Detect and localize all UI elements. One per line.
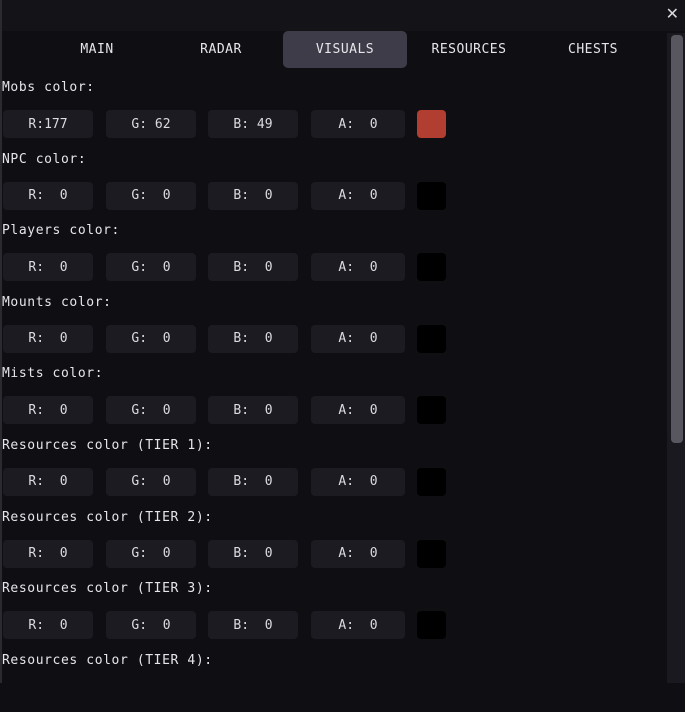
- tab-radar[interactable]: RADAR: [200, 42, 242, 57]
- tab-main[interactable]: MAIN: [80, 42, 114, 57]
- color-swatch[interactable]: [417, 253, 446, 282]
- color-swatch[interactable]: [417, 110, 446, 138]
- alpha-input[interactable]: A: 0: [311, 396, 405, 425]
- red-input[interactable]: R: 0: [3, 181, 93, 210]
- green-input[interactable]: G: 0: [106, 324, 196, 353]
- color-swatch[interactable]: [417, 611, 446, 640]
- visuals-panel: Mobs color: R:177 G: 62 B: 49 A: 0 NPC color:…: [0, 68, 665, 712]
- color-label: Resources color (TIER 1):: [2, 437, 213, 453]
- blue-input[interactable]: B: 0: [208, 539, 298, 568]
- color-group: Resources color (TIER 2): R: 0 G: 0 B: 0 A: …: [0, 498, 665, 570]
- tab-visuals[interactable]: VISUALS: [283, 31, 407, 68]
- red-input[interactable]: R: 0: [3, 611, 93, 640]
- close-icon[interactable]: ✕: [665, 4, 679, 23]
- color-label: Resources color (TIER 2):: [2, 509, 213, 525]
- color-group: Mounts color: R: 0 G: 0 B: 0 A: 0: [0, 283, 665, 355]
- title-bar[interactable]: [0, 0, 685, 31]
- alpha-input[interactable]: A: 0: [311, 324, 405, 353]
- blue-input[interactable]: B: 0: [208, 396, 298, 425]
- color-swatch[interactable]: [417, 467, 446, 496]
- blue-input[interactable]: B: 0: [208, 253, 298, 282]
- color-group: Resources color (TIER 1): R: 0 G: 0 B: 0 A: …: [0, 426, 665, 498]
- alpha-input[interactable]: A: 0: [311, 467, 405, 496]
- green-input[interactable]: G: 0: [106, 539, 196, 568]
- alpha-input[interactable]: A: 0: [311, 611, 405, 640]
- green-input[interactable]: G: 0: [106, 611, 196, 640]
- alpha-input[interactable]: A: 0: [311, 253, 405, 282]
- red-input[interactable]: R: 0: [3, 539, 93, 568]
- scrollbar-thumb[interactable]: [671, 35, 683, 443]
- color-label: Mists color:: [2, 366, 104, 382]
- alpha-input[interactable]: A: 0: [311, 181, 405, 210]
- color-swatch[interactable]: [417, 181, 446, 210]
- color-label: NPC color:: [2, 151, 87, 167]
- color-swatch[interactable]: [417, 324, 446, 353]
- blue-input[interactable]: B: 0: [208, 467, 298, 496]
- color-label: Mobs color:: [2, 80, 95, 95]
- color-group: NPC color: R: 0 G: 0 B: 0 A: 0: [0, 140, 665, 212]
- red-input[interactable]: R: 0: [3, 467, 93, 496]
- color-group: Mobs color: R:177 G: 62 B: 49 A: 0: [0, 68, 665, 140]
- red-input[interactable]: R: 0: [3, 396, 93, 425]
- color-swatch[interactable]: [417, 539, 446, 568]
- color-label: Resources color (TIER 3):: [2, 581, 213, 597]
- green-input[interactable]: G: 62: [106, 110, 196, 138]
- blue-input[interactable]: B: 0: [208, 324, 298, 353]
- blue-input[interactable]: B: 0: [208, 181, 298, 210]
- color-group: Mists color: R: 0 G: 0 B: 0 A: 0: [0, 354, 665, 426]
- green-input[interactable]: G: 0: [106, 253, 196, 282]
- window-border: [0, 0, 2, 683]
- green-input[interactable]: G: 0: [106, 396, 196, 425]
- blue-input[interactable]: B: 49: [208, 110, 298, 138]
- tab-chests[interactable]: CHESTS: [568, 42, 618, 57]
- color-swatch[interactable]: [417, 396, 446, 425]
- green-input[interactable]: G: 0: [106, 181, 196, 210]
- color-label: Mounts color:: [2, 294, 112, 310]
- color-label: Players color:: [2, 223, 120, 239]
- color-group: Resources color (TIER 3): R: 0 G: 0 B: 0 A: …: [0, 569, 665, 641]
- color-group: Players color: R: 0 G: 0 B: 0 A: 0: [0, 211, 665, 283]
- tab-bar: MAIN RADAR VISUALS RESOURCES CHESTS: [35, 31, 655, 68]
- color-label: Resources color (TIER 4):: [2, 652, 213, 668]
- red-input[interactable]: R: 0: [3, 324, 93, 353]
- color-group: Resources color (TIER 4):: [0, 641, 665, 712]
- alpha-input[interactable]: A: 0: [311, 539, 405, 568]
- tab-resources[interactable]: RESOURCES: [431, 42, 507, 57]
- alpha-input[interactable]: A: 0: [311, 110, 405, 138]
- blue-input[interactable]: B: 0: [208, 611, 298, 640]
- red-input[interactable]: R:177: [3, 110, 93, 138]
- red-input[interactable]: R: 0: [3, 253, 93, 282]
- green-input[interactable]: G: 0: [106, 467, 196, 496]
